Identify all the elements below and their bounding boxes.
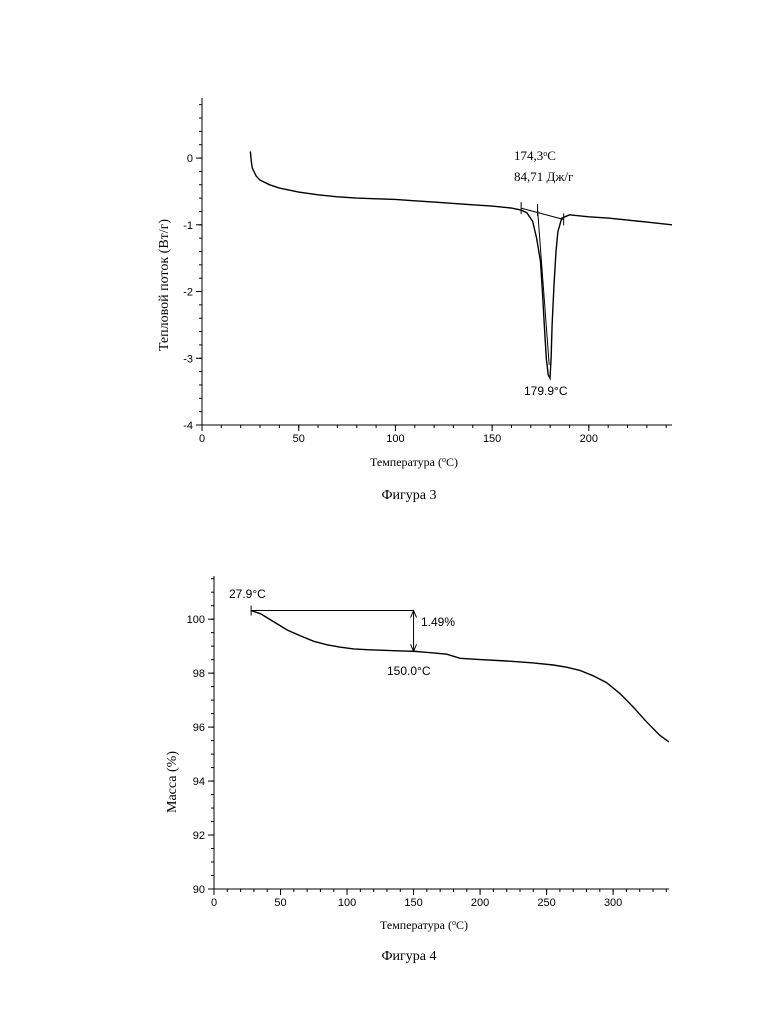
tga-y-tick-label: 92 [193, 830, 205, 842]
dsc-x-tick-label: 50 [293, 433, 305, 445]
dsc-chart: 0 50 100 150 200 0 -1 -2 -3 -4 Тепловой поток (Вт… [157, 98, 672, 503]
tga-x-tick-label: 50 [274, 897, 286, 909]
tga-y-tick-label: 94 [193, 776, 205, 788]
dsc-curve [250, 151, 672, 378]
dsc-y-tick-label: -2 [183, 287, 193, 299]
dsc-enthalpy-annotation: 84,71 Дж/г [514, 169, 573, 184]
tga-chart: 0 50 100 150 200 250 300 100 98 96 94 92 90 Масса (%… [165, 576, 669, 964]
dsc-y-tick-label: -3 [183, 353, 193, 365]
dsc-y-axis-label: Тепловой поток (Вт/г) [157, 219, 172, 352]
dsc-ticks: 0 50 100 150 200 0 -1 -2 -3 -4 [183, 105, 666, 445]
tga-y-axis-label: Масса (%) [165, 751, 180, 813]
dsc-x-tick-label: 150 [483, 433, 501, 445]
tga-x-tick-label: 150 [404, 897, 422, 909]
tga-x-tick-label: 200 [471, 897, 489, 909]
dsc-y-tick-label: 0 [187, 153, 193, 165]
tga-x-tick-label: 300 [604, 897, 622, 909]
tga-caption: Фигура 4 [381, 949, 436, 964]
dsc-y-tick-label: -4 [183, 420, 193, 432]
dsc-onset-annotation: 174,3оС [514, 148, 556, 163]
tga-y-tick-label: 98 [193, 668, 205, 680]
dsc-y-tick-label: -1 [183, 220, 193, 232]
tga-curve [251, 611, 669, 742]
dsc-onset-tangent [538, 210, 550, 365]
dsc-x-axis-label: Температура (оС) [370, 455, 458, 469]
tga-end-annotation: 150.0°C [387, 664, 431, 678]
dsc-axes [202, 98, 672, 425]
tga-x-tick-label: 100 [338, 897, 356, 909]
tga-x-tick-label: 250 [537, 897, 555, 909]
tga-x-axis-label: Температура (оС) [380, 918, 468, 932]
dsc-x-tick-label: 200 [580, 433, 598, 445]
dsc-x-tick-label: 100 [386, 433, 404, 445]
figure-canvas: 0 50 100 150 200 0 -1 -2 -3 -4 Тепловой поток (Вт… [0, 0, 780, 1009]
tga-loss-annotation: 1.49% [421, 615, 455, 629]
dsc-peak-annotation: 179.9°C [524, 384, 568, 398]
tga-y-tick-label: 90 [193, 884, 205, 896]
tga-y-tick-label: 100 [187, 614, 205, 626]
tga-x-tick-label: 0 [211, 897, 217, 909]
dsc-caption: Фигура 3 [381, 488, 436, 503]
tga-start-annotation: 27.9°C [229, 587, 266, 601]
tga-y-tick-label: 96 [193, 722, 205, 734]
dsc-x-tick-label: 0 [199, 433, 205, 445]
tga-step-marker [251, 606, 417, 652]
